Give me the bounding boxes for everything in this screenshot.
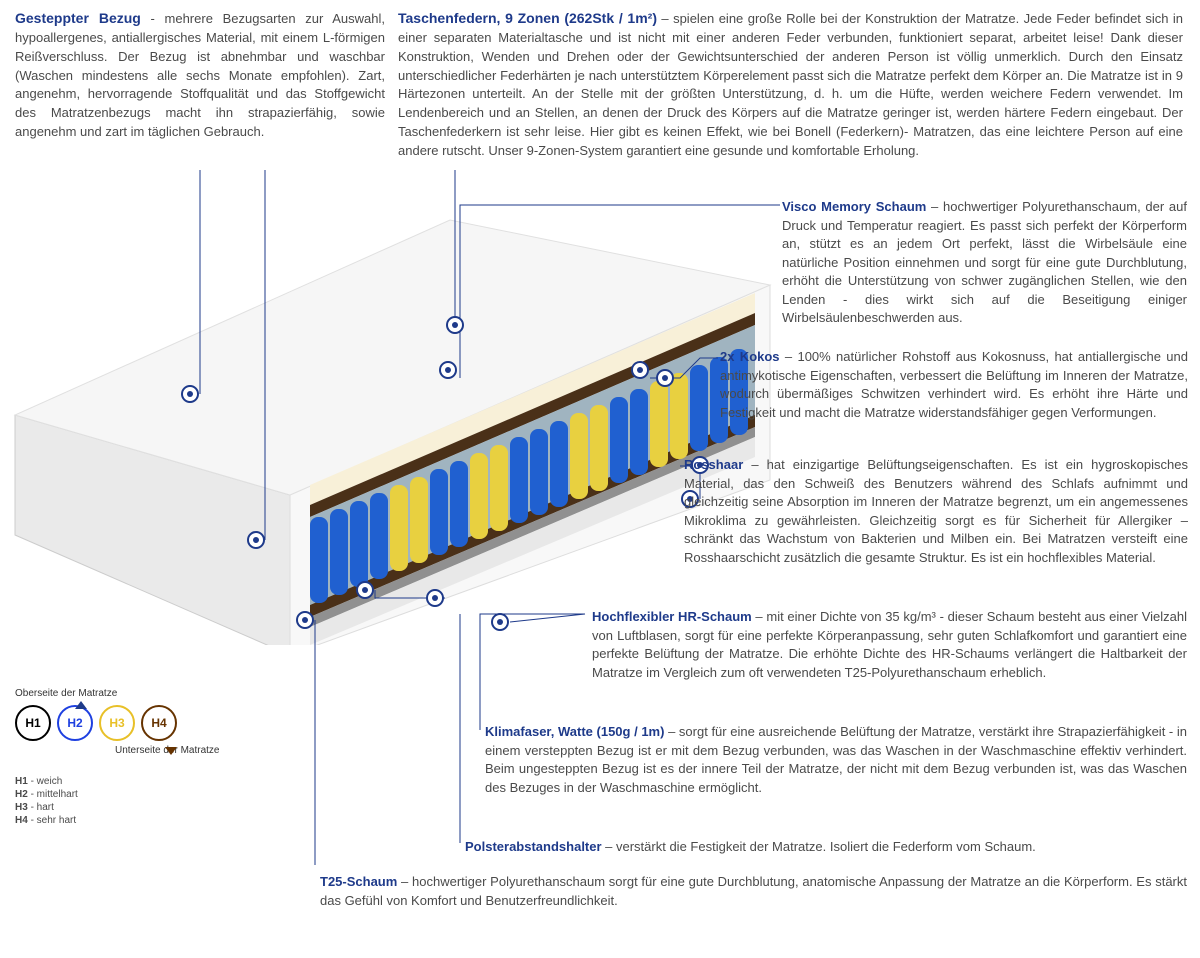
marker-2	[296, 611, 314, 629]
layer-body: – hochwertiger Polyurethanschaum, der au…	[782, 199, 1187, 325]
springs-title: Taschenfedern, 9 Zonen (262Stk / 1m²)	[398, 10, 657, 26]
hardness-circles: H1H2H3H4	[15, 705, 255, 741]
legend-bottom-label: Unterseite der Matratze	[115, 745, 255, 756]
hardness-key: H2 - mittelhart	[15, 789, 255, 800]
hardness-legend: Oberseite der Matratze H1H2H3H4 Untersei…	[15, 688, 255, 828]
marker-6	[439, 361, 457, 379]
marker-0	[181, 385, 199, 403]
hardness-circle-h3: H3	[99, 705, 135, 741]
springs-description: Taschenfedern, 9 Zonen (262Stk / 1m²) – …	[398, 8, 1183, 161]
layer-desc-4: Klimafaser, Watte (150g / 1m) – sorgt fü…	[485, 723, 1187, 797]
layer-desc-2: Rosshaar – hat einzigartige Belüftungsei…	[684, 456, 1188, 567]
hardness-circle-h1: H1	[15, 705, 51, 741]
hardness-key: H3 - hart	[15, 802, 255, 813]
hardness-key: H4 - sehr hart	[15, 815, 255, 826]
hardness-circle-h2: H2	[57, 705, 93, 741]
layer-body: – 100% natürlicher Rohstoff aus Kokosnus…	[720, 349, 1188, 420]
layer-title: Polsterabstandshalter	[465, 839, 602, 854]
mattress-illustration	[10, 165, 780, 645]
marker-4	[426, 589, 444, 607]
cover-description: Gesteppter Bezug - mehrere Bezugsarten z…	[15, 8, 385, 142]
layer-title: Hochflexibler HR-Schaum	[592, 609, 752, 624]
layer-title: Visco Memory Schaum	[782, 199, 926, 214]
cover-title: Gesteppter Bezug	[15, 10, 141, 26]
hardness-circle-h4: H4	[141, 705, 177, 741]
marker-3	[356, 581, 374, 599]
layer-desc-3: Hochflexibler HR-Schaum – mit einer Dich…	[592, 608, 1187, 682]
layer-title: Rosshaar	[684, 457, 743, 472]
layer-desc-1: 2x Kokos – 100% natürlicher Rohstoff aus…	[720, 348, 1188, 422]
diagram-container: Gesteppter Bezug - mehrere Bezugsarten z…	[0, 0, 1200, 958]
layer-body: – hochwertiger Polyurethanschaum sorgt f…	[320, 874, 1187, 908]
cover-body: - mehrere Bezugsarten zur Auswahl, hypoa…	[15, 11, 385, 139]
layer-desc-6: T25-Schaum – hochwertiger Polyurethansch…	[320, 873, 1187, 910]
layer-title: T25-Schaum	[320, 874, 397, 889]
layer-title: 2x Kokos	[720, 349, 780, 364]
marker-5	[446, 316, 464, 334]
marker-9	[656, 369, 674, 387]
layer-desc-0: Visco Memory Schaum – hochwertiger Polyu…	[782, 198, 1187, 328]
legend-top-label: Oberseite der Matratze	[15, 688, 255, 699]
layer-body: – verstärkt die Festigkeit der Matratze.…	[602, 839, 1036, 854]
hardness-key: H1 - weich	[15, 776, 255, 787]
marker-1	[247, 531, 265, 549]
layer-desc-5: Polsterabstandshalter – verstärkt die Fe…	[465, 838, 1185, 857]
springs-body: – spielen eine große Rolle bei der Konst…	[398, 11, 1183, 158]
layer-title: Klimafaser, Watte (150g / 1m)	[485, 724, 664, 739]
marker-7	[491, 613, 509, 631]
layer-body: – hat einzigartige Belüftungseigenschaft…	[684, 457, 1188, 565]
marker-8	[631, 361, 649, 379]
hardness-keys: H1 - weich H2 - mittelhart H3 - hart H4 - s…	[15, 776, 255, 826]
